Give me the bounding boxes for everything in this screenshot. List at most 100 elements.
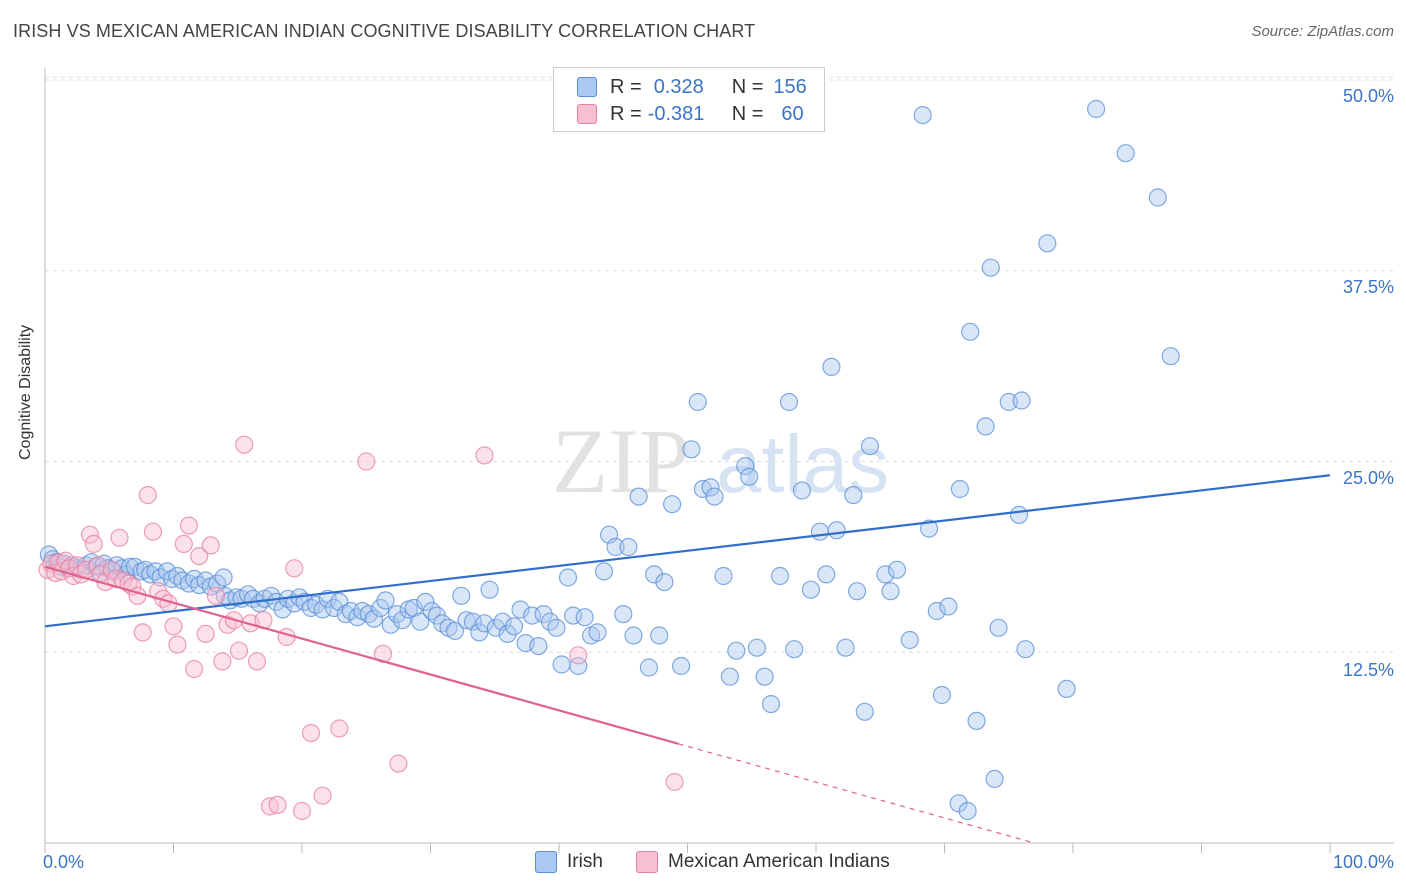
irish-point <box>619 537 638 557</box>
irish-point <box>457 611 476 630</box>
mexican-point <box>138 486 157 505</box>
irish-point <box>747 638 767 657</box>
irish-point <box>416 592 435 612</box>
mexican-point <box>235 435 254 454</box>
mexican-point <box>196 624 215 644</box>
mexican-point <box>80 525 100 544</box>
irish-point <box>364 609 384 628</box>
irish-point <box>887 560 907 579</box>
irish-point <box>662 495 682 514</box>
irish-point <box>847 582 867 601</box>
legend-row-irish: R = 0.328 N = 156 <box>577 75 807 99</box>
irish-point <box>1016 640 1035 659</box>
irish-n-value: 156 <box>773 75 807 98</box>
mexican-point <box>247 652 267 671</box>
mexican-point <box>218 615 237 634</box>
mexican-point <box>179 516 198 535</box>
irish-point <box>606 537 625 557</box>
irish-point <box>522 606 542 625</box>
legend-irish-swatch <box>535 851 557 873</box>
irish-r-label: R = <box>610 75 642 98</box>
mexican-point <box>268 795 287 815</box>
chart-source: Source: ZipAtlas.com <box>1251 23 1394 40</box>
irish-point <box>569 656 588 676</box>
irish-point <box>655 572 674 592</box>
legend-mexican-label: Mexican American Indians <box>668 851 890 872</box>
irish-n-label: N = <box>731 75 764 98</box>
mexican-point <box>357 452 376 471</box>
irish-point <box>705 487 724 506</box>
irish-point <box>214 568 233 587</box>
irish-point <box>881 582 900 601</box>
irish-point <box>1161 347 1180 366</box>
mexican-point <box>201 536 220 555</box>
irish-point <box>950 479 970 499</box>
irish-point <box>688 392 707 412</box>
irish-point <box>629 487 648 506</box>
irish-point <box>682 440 701 459</box>
mexican-point <box>213 652 232 671</box>
irish-point <box>452 586 471 605</box>
irish-point <box>301 598 321 618</box>
mexican-n-label: N = <box>731 102 764 125</box>
legend-item-irish[interactable]: Irish <box>535 851 603 873</box>
irish-point <box>801 580 821 599</box>
irish-point <box>624 626 643 645</box>
irish-point <box>463 612 482 631</box>
watermark-zip: ZIP <box>552 410 690 512</box>
mexican-point <box>164 617 183 636</box>
irish-point <box>534 604 553 624</box>
irish-point <box>976 417 995 436</box>
mexican-point <box>206 586 225 605</box>
watermark-atlas: atlas <box>716 419 889 510</box>
irish-point <box>190 575 209 595</box>
y-tick-label-37-5: 37.5% <box>1342 277 1394 297</box>
mexican-point <box>665 772 684 792</box>
irish-point <box>855 702 874 721</box>
irish-point <box>1086 99 1106 119</box>
series-legend: Irish Mexican American Indians <box>0 851 1406 877</box>
irish-trendline <box>44 474 1331 628</box>
irish-point <box>588 623 607 642</box>
y-tick-label-25: 25.0% <box>1342 468 1394 488</box>
irish-point <box>594 562 614 581</box>
irish-point <box>470 623 489 642</box>
mexican-trendline-extension <box>678 743 1035 844</box>
mexican-point <box>133 623 152 642</box>
irish-point <box>1148 188 1167 207</box>
correlation-legend: R = 0.328 N = 156 R = -0.381 N = 60 <box>553 67 825 132</box>
irish-point <box>770 566 790 586</box>
irish-point <box>913 105 932 125</box>
irish-point <box>989 618 1008 637</box>
irish-point <box>671 656 691 676</box>
legend-mexican-swatch <box>636 851 658 873</box>
irish-point <box>827 521 846 540</box>
irish-point <box>785 640 804 659</box>
irish-point <box>552 655 571 674</box>
irish-point <box>822 357 841 376</box>
irish-point <box>810 522 830 541</box>
mexican-point <box>67 556 87 575</box>
irish-point <box>411 612 430 631</box>
mexican-point <box>110 528 129 547</box>
mexican-point <box>229 641 249 660</box>
irish-point <box>876 565 895 584</box>
chart-title: IRISH VS MEXICAN AMERICAN INDIAN COGNITI… <box>13 21 756 41</box>
irish-point <box>511 600 530 619</box>
mexican-point <box>185 659 204 679</box>
mexican-point <box>260 797 279 816</box>
mexican-point <box>475 446 494 465</box>
irish-r-value: 0.328 <box>653 75 704 98</box>
irish-point <box>967 711 986 731</box>
mexican-r-value: -0.381 <box>647 102 705 125</box>
irish-point <box>1009 505 1029 525</box>
irish-point <box>736 457 755 476</box>
irish-point <box>563 606 583 625</box>
trendlines <box>44 474 1331 844</box>
mexican-point <box>168 635 187 654</box>
legend-item-mexican[interactable]: Mexican American Indians <box>636 851 890 873</box>
irish-point <box>498 624 517 644</box>
gridlines <box>45 76 1394 653</box>
irish-point <box>376 591 395 610</box>
